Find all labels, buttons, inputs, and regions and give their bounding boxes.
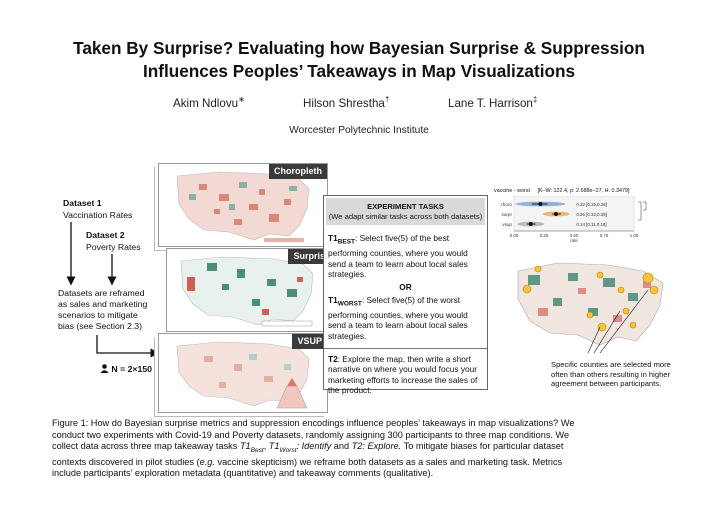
arrow-to-maps bbox=[96, 335, 160, 358]
task-id-sub: BEST bbox=[337, 238, 356, 246]
tasks-header-title: EXPERIMENT TASKS bbox=[367, 202, 444, 211]
caption-task: : Identify bbox=[296, 441, 332, 452]
caption-text: collect data across three map takeaway t… bbox=[52, 441, 240, 452]
caption-line-1: Figure 1: How do Bayesian surprise metri… bbox=[52, 418, 575, 428]
reframe-line-3: scenarios to mitigate bbox=[58, 310, 138, 320]
caption-text: To mitigate biases for particular datase… bbox=[401, 441, 564, 452]
caption-text: vaccine skepticism) we reframe both data… bbox=[214, 456, 563, 467]
paper-title: Taken By Surprise? Evaluating how Bayesi… bbox=[20, 37, 698, 83]
caption-text: , bbox=[263, 441, 269, 452]
dataset1-title: Dataset 1 bbox=[63, 198, 102, 208]
author-1: Akim Ndlovu∗ bbox=[173, 95, 245, 110]
x-tick-label: 0.25 bbox=[540, 233, 549, 238]
selection-note: Specific counties are selected more ofte… bbox=[551, 360, 701, 389]
caption-line-4: contexts discovered in pilot studies (e.… bbox=[52, 457, 664, 469]
value-annotation: 0.35 [0.32,0.39] bbox=[576, 212, 607, 217]
dataset1-name: Vaccination Rates bbox=[63, 210, 133, 220]
task-text: : Select five(5) of the best performing … bbox=[328, 233, 468, 280]
chart-plot: choro 0.22 [0.15,0.28] surpr 0.35 [0.32,0.3… bbox=[501, 196, 647, 243]
caption-text: contexts discovered in pilot studies ( bbox=[52, 456, 200, 467]
author-name: Akim Ndlovu bbox=[173, 96, 239, 110]
x-tick-label: 0.50 bbox=[570, 233, 579, 238]
author-name: Hilson Shrestha bbox=[303, 96, 385, 110]
title-line-2: Influences Peoples’ Takeaways in Map Vis… bbox=[142, 61, 576, 81]
author-mark: ‡ bbox=[532, 95, 538, 104]
significance-bracket bbox=[638, 201, 642, 221]
participants-count: N = 2×150 bbox=[100, 364, 152, 376]
mean-point bbox=[554, 212, 558, 216]
author-mark: † bbox=[384, 95, 390, 104]
category-label: choro bbox=[501, 202, 513, 207]
mean-point bbox=[538, 202, 543, 206]
caption-task: T2: Explore. bbox=[351, 441, 402, 452]
vsup-map-graphic bbox=[176, 341, 310, 409]
x-tick-label: 0.00 bbox=[510, 233, 519, 238]
task-id: T1 bbox=[328, 294, 338, 305]
choropleth-map: Choropleth bbox=[158, 163, 328, 247]
choropleth-label: Choropleth bbox=[269, 164, 327, 179]
dataset2-name: Poverty Rates bbox=[86, 242, 141, 252]
task-id: T2 bbox=[328, 353, 338, 364]
reframe-line-2: as sales and marketing bbox=[58, 299, 148, 309]
tasks-header-subtitle: (We adapt similar tasks across both data… bbox=[328, 212, 483, 221]
caption-task-sub: Best bbox=[250, 447, 264, 455]
reframe-note: Datasets are reframed as sales and marke… bbox=[58, 288, 147, 332]
x-tick-label: 1.00 bbox=[630, 233, 639, 238]
task-id: T1 bbox=[328, 233, 338, 243]
surprise-map-graphic bbox=[180, 256, 314, 327]
caption-line-5: include participants’ exploration metada… bbox=[52, 468, 434, 479]
author-mark: ∗ bbox=[238, 95, 245, 104]
note-line-1: Specific counties are selected more bbox=[551, 360, 671, 369]
task-t2: T2: Explore the map, then write a short … bbox=[324, 354, 487, 396]
author-3: Lane T. Harrison‡ bbox=[448, 95, 537, 110]
flow-arrows bbox=[66, 222, 160, 358]
person-icon bbox=[100, 364, 109, 376]
caption-line-3: collect data across three map takeaway t… bbox=[52, 441, 664, 456]
x-tick-label: 0.75 bbox=[600, 233, 609, 238]
caption-task: T1 bbox=[268, 441, 280, 452]
caption-task: T1 bbox=[239, 441, 251, 452]
reframe-line-4: bias (see Section 2.3) bbox=[58, 321, 143, 331]
reframe-line-1: Datasets are reframed bbox=[58, 288, 145, 298]
experiment-tasks-box: EXPERIMENT TASKS (We adapt similar tasks… bbox=[323, 195, 488, 395]
chart-title: vaccine - worst bbox=[494, 188, 530, 194]
task-text: : Select five(5) of the worst performing… bbox=[328, 294, 468, 342]
author-name: Lane T. Harrison bbox=[448, 96, 533, 110]
value-annotation: 0.14 [0.11,0.18] bbox=[576, 222, 606, 227]
note-line-2: often than others resulting in higher bbox=[551, 369, 671, 379]
participants-label: N = 2×150 bbox=[111, 364, 152, 374]
mean-point bbox=[528, 222, 533, 226]
caption-eg: e.g. bbox=[199, 456, 215, 467]
rate-chart: vaccine - worst [K–W: 122.4, p: 2.688e−2… bbox=[494, 188, 669, 248]
task-text: : Explore the map, then write a short na… bbox=[328, 353, 478, 396]
title-line-1: Taken By Surprise? Evaluating how Bayesi… bbox=[73, 38, 645, 58]
task-or: OR bbox=[399, 282, 412, 293]
selection-map-graphic bbox=[517, 262, 664, 354]
tasks-divider bbox=[324, 347, 487, 349]
caption-task-sub: Worst bbox=[279, 447, 297, 455]
figure-caption: Figure 1: How do Bayesian surprise metri… bbox=[52, 418, 664, 480]
category-label: vsup bbox=[502, 222, 512, 227]
affiliation: Worcester Polytechnic Institute bbox=[289, 125, 429, 136]
task-t1-worst: T1WORST: Select five(5) of the worst per… bbox=[324, 295, 487, 342]
vsup-map: VSUP bbox=[158, 333, 328, 413]
task-t1-best: T1BEST: Select five(5) of the best perfo… bbox=[324, 233, 487, 280]
value-annotation: 0.22 [0.15,0.28] bbox=[576, 202, 607, 207]
choropleth-map-graphic bbox=[176, 171, 310, 242]
chart-title-row: vaccine - worst [K–W: 122.4, p: 2.688e−2… bbox=[494, 188, 630, 194]
caption-text: and bbox=[331, 441, 352, 452]
selection-map bbox=[508, 253, 670, 354]
tasks-header: EXPERIMENT TASKS (We adapt similar tasks… bbox=[326, 198, 485, 225]
task-id-sub: WORST bbox=[337, 300, 362, 308]
surprise-map: Surprise bbox=[166, 248, 336, 332]
x-axis-label: rate bbox=[570, 238, 578, 243]
author-2: Hilson Shrestha† bbox=[303, 95, 389, 110]
caption-line-2: conduct two experiments with Covid-19 an… bbox=[52, 429, 570, 440]
note-line-3: agreement between participants. bbox=[551, 379, 662, 389]
category-label: surpr bbox=[502, 212, 513, 217]
vsup-label: VSUP bbox=[292, 334, 327, 349]
chart-stats: [K–W: 122.4, p: 2.688e−27, H: 0.3479] bbox=[537, 188, 630, 194]
dataset2-title: Dataset 2 bbox=[86, 230, 125, 240]
significance-bracket bbox=[643, 201, 647, 211]
